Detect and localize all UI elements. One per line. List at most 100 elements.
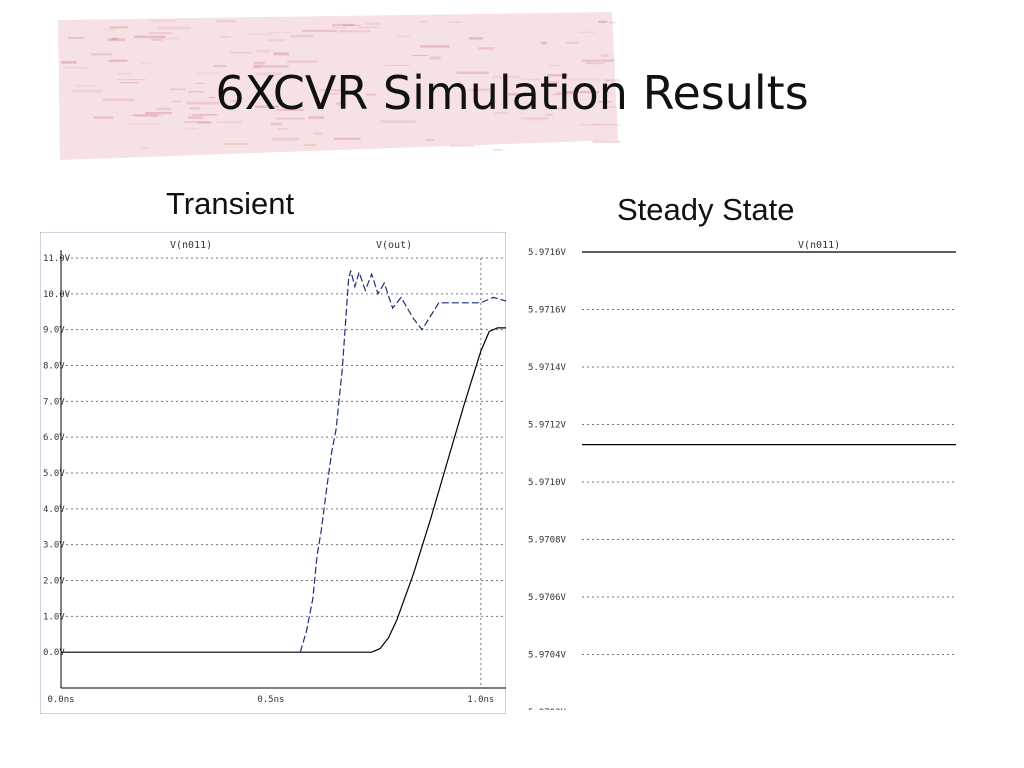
- title-band-texture: [128, 123, 162, 125]
- title-band-texture: [286, 60, 318, 63]
- title-band-texture: [107, 38, 126, 42]
- transient-subtitle: Transient: [166, 186, 295, 221]
- title-band-texture: [71, 89, 103, 93]
- legend-entry: V(out): [376, 240, 412, 251]
- title-band-texture: [551, 93, 561, 96]
- title-band-texture: [449, 145, 475, 147]
- title-band-texture: [396, 35, 410, 38]
- y-tick-label: 5.9716V: [528, 248, 567, 258]
- title-band-texture: [357, 26, 378, 29]
- title-band-texture: [342, 24, 361, 26]
- y-tick-label: 0.0V: [43, 648, 65, 658]
- title-band-texture: [63, 66, 88, 69]
- title-band-texture: [148, 32, 173, 34]
- y-tick-label: 2.0V: [43, 577, 65, 587]
- title-band-texture: [272, 137, 300, 141]
- title-band-texture: [186, 127, 198, 130]
- slide-title: 6XCVR Simulation Results: [215, 66, 809, 120]
- title-band-texture: [221, 36, 231, 38]
- title-band-texture: [111, 37, 119, 40]
- title-band-texture: [277, 127, 289, 130]
- title-band-texture: [256, 72, 282, 76]
- title-band-texture: [188, 116, 204, 120]
- title-band-texture: [75, 84, 96, 87]
- y-tick-label: 9.0V: [43, 326, 65, 336]
- title-band-texture: [521, 78, 541, 81]
- title-band-texture: [133, 114, 158, 118]
- title-band-texture: [548, 64, 563, 67]
- title-band-texture: [313, 132, 323, 135]
- title-band-texture: [270, 122, 283, 126]
- title-band-texture: [172, 100, 182, 103]
- title-band-texture: [61, 61, 77, 64]
- title-band-texture: [224, 143, 249, 145]
- title-band-texture: [591, 123, 620, 126]
- y-tick-label: 5.9708V: [528, 536, 567, 546]
- title-band-texture: [109, 26, 128, 29]
- y-tick-label: 10.0V: [43, 290, 71, 300]
- title-band-texture: [419, 21, 427, 23]
- y-tick-label: 5.9704V: [528, 651, 567, 661]
- y-tick-label: 5.9716V: [528, 306, 567, 316]
- title-band-texture: [183, 121, 211, 123]
- title-band-texture: [456, 71, 489, 75]
- y-tick-label: 5.9712V: [528, 421, 567, 431]
- title-band-texture: [568, 78, 601, 81]
- title-band-texture: [304, 144, 316, 147]
- title-band-texture: [350, 74, 361, 78]
- title-band-texture: [253, 65, 262, 69]
- title-band-texture: [189, 107, 201, 110]
- title-band-texture: [390, 77, 408, 80]
- title-band-texture: [508, 92, 524, 96]
- title-band-texture: [327, 79, 335, 82]
- y-tick-label: 5.9703V: [528, 708, 567, 710]
- title-band-texture: [156, 107, 172, 111]
- y-tick-label: 11.0V: [43, 254, 71, 264]
- title-band-texture: [549, 107, 567, 110]
- title-band-texture: [526, 117, 550, 121]
- title-band-texture: [246, 33, 274, 35]
- title-band-texture: [129, 114, 162, 116]
- title-band-texture: [519, 117, 546, 120]
- title-band-texture: [546, 81, 560, 84]
- title-band-texture: [329, 92, 340, 95]
- title-band-texture: [229, 51, 252, 54]
- x-tick-label: 0.0ns: [47, 695, 74, 705]
- title-band-texture: [563, 90, 599, 94]
- title-band-texture: [334, 137, 361, 140]
- title-band-texture: [216, 20, 236, 23]
- title-band-texture: [382, 105, 404, 108]
- title-band-texture: [494, 112, 509, 115]
- title-band-texture: [148, 37, 179, 40]
- title-band-texture: [116, 78, 146, 81]
- title-band-texture: [545, 113, 553, 116]
- title-band-texture: [276, 109, 305, 111]
- title-band-texture: [230, 100, 239, 103]
- title-band-texture: [103, 98, 135, 102]
- title-band-texture: [105, 28, 118, 31]
- title-band-texture: [604, 105, 616, 109]
- title-band-texture: [380, 120, 416, 124]
- title-band-texture: [335, 102, 347, 106]
- y-tick-label: 4.0V: [43, 505, 65, 515]
- title-band-texture: [93, 116, 114, 119]
- title-band-texture: [290, 34, 314, 38]
- title-band-texture: [411, 54, 429, 56]
- title-band-texture: [319, 89, 346, 91]
- title-band-texture: [364, 23, 381, 25]
- title-band-texture: [68, 36, 84, 39]
- y-tick-label: 1.0V: [43, 612, 65, 622]
- x-tick-label: 0.5ns: [257, 695, 284, 705]
- series-line-vn011: [61, 327, 506, 653]
- title-band-texture: [275, 117, 305, 120]
- title-band-texture: [366, 93, 376, 96]
- title-band-texture: [213, 64, 227, 68]
- x-tick-label: 1.0ns: [467, 695, 494, 705]
- title-band-texture: [425, 139, 435, 141]
- title-band-texture: [477, 104, 488, 107]
- title-band-texture: [186, 101, 220, 105]
- title-band-texture: [302, 29, 338, 32]
- title-band-texture: [478, 47, 495, 50]
- y-tick-label: 5.0V: [43, 469, 65, 479]
- title-band-texture: [108, 59, 128, 63]
